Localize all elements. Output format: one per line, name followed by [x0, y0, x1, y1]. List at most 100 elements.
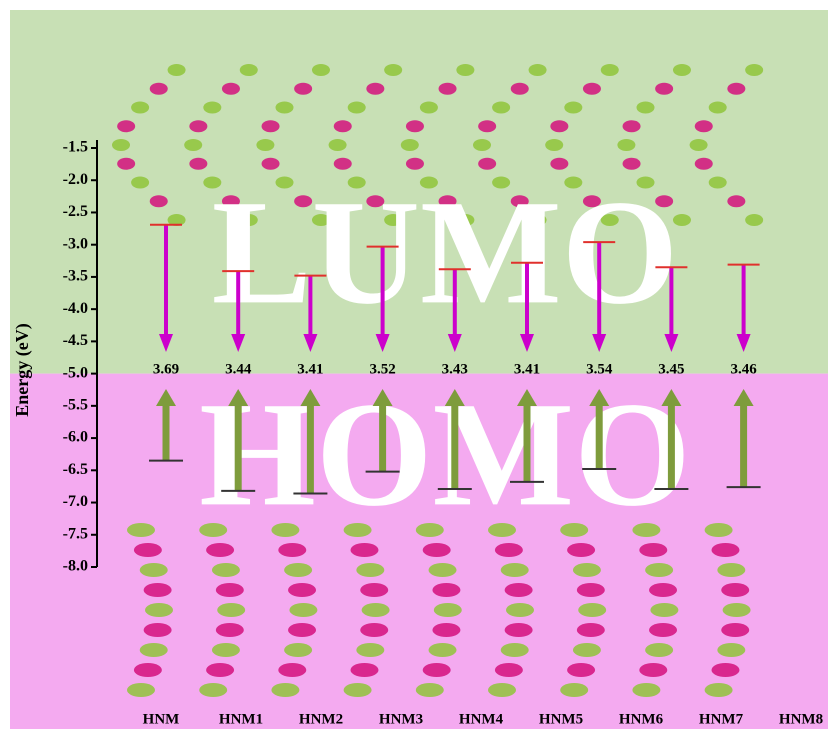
y-tick-label: -7.5	[63, 525, 88, 542]
chart: LUMOHOMOEnergy (eV) -1.5-2.0-2.5-3.0-3.5…	[0, 0, 828, 729]
orbital-lobe	[690, 139, 708, 151]
orbital-lobe	[695, 120, 713, 132]
gap-label: 3.54	[586, 361, 613, 377]
orbital-lobe	[140, 643, 168, 657]
y-tick-label: -3.5	[63, 268, 88, 285]
orbital-lobe	[217, 603, 245, 617]
y-tick-label: -6.5	[63, 461, 88, 478]
orbital-lobe	[350, 663, 378, 677]
orbital-lobe	[212, 643, 240, 657]
orbital-lobe	[727, 83, 745, 95]
orbital-lobe	[492, 102, 510, 114]
y-tick-label: -1.5	[63, 139, 88, 156]
orbital-lobe	[560, 683, 588, 697]
x-category-label: HNM1	[219, 711, 263, 727]
orbital-lobe	[150, 83, 168, 95]
orbital-lobe	[334, 120, 352, 132]
orbital-lobe	[649, 623, 677, 637]
orbital-lobe	[550, 158, 568, 170]
orbital-lobe	[429, 563, 457, 577]
orbital-lobe	[623, 158, 641, 170]
orbital-lobe	[564, 102, 582, 114]
y-tick-label: -3.0	[63, 235, 88, 252]
orbital-lobe	[288, 623, 316, 637]
orbital-lobe	[117, 158, 135, 170]
orbital-lobe	[639, 663, 667, 677]
orbital-lobe	[705, 523, 733, 537]
y-tick-label: -4.5	[63, 332, 88, 349]
x-category-label: HNM5	[539, 711, 583, 727]
orbital-lobe	[189, 120, 207, 132]
orbital-lobe	[439, 83, 457, 95]
orbital-lobe	[278, 543, 306, 557]
orbital-lobe	[284, 563, 312, 577]
orbital-lobe	[495, 663, 523, 677]
orbital-lobe	[189, 158, 207, 170]
orbital-lobe	[423, 663, 451, 677]
orbital-lobe	[456, 64, 474, 76]
orbital-lobe	[140, 563, 168, 577]
orbital-lobe	[212, 563, 240, 577]
orbital-lobe	[350, 543, 378, 557]
orbital-lobe	[478, 120, 496, 132]
orbital-lobe	[567, 663, 595, 677]
orbital-lobe	[150, 195, 168, 207]
orbital-lobe	[501, 563, 529, 577]
orbital-lobe	[645, 563, 673, 577]
orbital-lobe	[423, 543, 451, 557]
orbital-lobe	[632, 683, 660, 697]
orbital-lobe	[529, 64, 547, 76]
orbital-lobe	[583, 83, 601, 95]
orbital-lobe	[206, 663, 234, 677]
orbital-lobe	[289, 603, 317, 617]
orbital-lobe	[645, 643, 673, 657]
orbital-lobe	[655, 83, 673, 95]
gap-label: 3.52	[369, 361, 395, 377]
orbital-lobe	[432, 623, 460, 637]
orbital-lobe	[434, 603, 462, 617]
gap-label: 3.41	[514, 361, 540, 377]
orbital-lobe	[488, 683, 516, 697]
x-category-label: HNM6	[619, 711, 664, 727]
orbital-lobe	[695, 158, 713, 170]
y-tick-label: -4.0	[63, 300, 88, 317]
orbital-lobe	[495, 543, 523, 557]
orbital-lobe	[573, 563, 601, 577]
orbital-lobe	[578, 603, 606, 617]
orbital-lobe	[360, 623, 388, 637]
orbital-lobe	[429, 643, 457, 657]
orbital-lobe	[294, 83, 312, 95]
y-axis-title: Energy (eV)	[12, 323, 33, 416]
orbital-lobe	[506, 603, 534, 617]
orbital-lobe	[362, 603, 390, 617]
orbital-lobe	[216, 583, 244, 597]
orbital-lobe	[131, 102, 149, 114]
orbital-lobe	[312, 64, 330, 76]
orbital-lobe	[199, 683, 227, 697]
orbital-lobe	[673, 64, 691, 76]
y-tick-label: -5.0	[63, 364, 88, 381]
orbital-lobe	[505, 623, 533, 637]
orbital-lobe	[276, 102, 294, 114]
orbital-lobe	[344, 683, 372, 697]
orbital-lobe	[334, 158, 352, 170]
orbital-lobe	[134, 543, 162, 557]
orbital-lobe	[131, 177, 149, 189]
orbital-lobe	[145, 603, 173, 617]
orbital-lobe	[117, 120, 135, 132]
orbital-lobe	[709, 177, 727, 189]
gap-label: 3.44	[225, 361, 252, 377]
y-tick-label: -2.0	[63, 171, 88, 188]
orbital-lobe	[511, 83, 529, 95]
gap-label: 3.69	[153, 361, 179, 377]
orbital-lobe	[577, 583, 605, 597]
orbital-lobe	[416, 683, 444, 697]
orbital-lobe	[745, 214, 763, 226]
orbital-lobe	[501, 643, 529, 657]
x-category-label: HNM3	[379, 711, 423, 727]
orbital-lobe	[567, 543, 595, 557]
y-tick-label: -5.5	[63, 397, 88, 414]
orbital-lobe	[637, 102, 655, 114]
orbital-lobe	[505, 583, 533, 597]
orbital-lobe	[745, 64, 763, 76]
